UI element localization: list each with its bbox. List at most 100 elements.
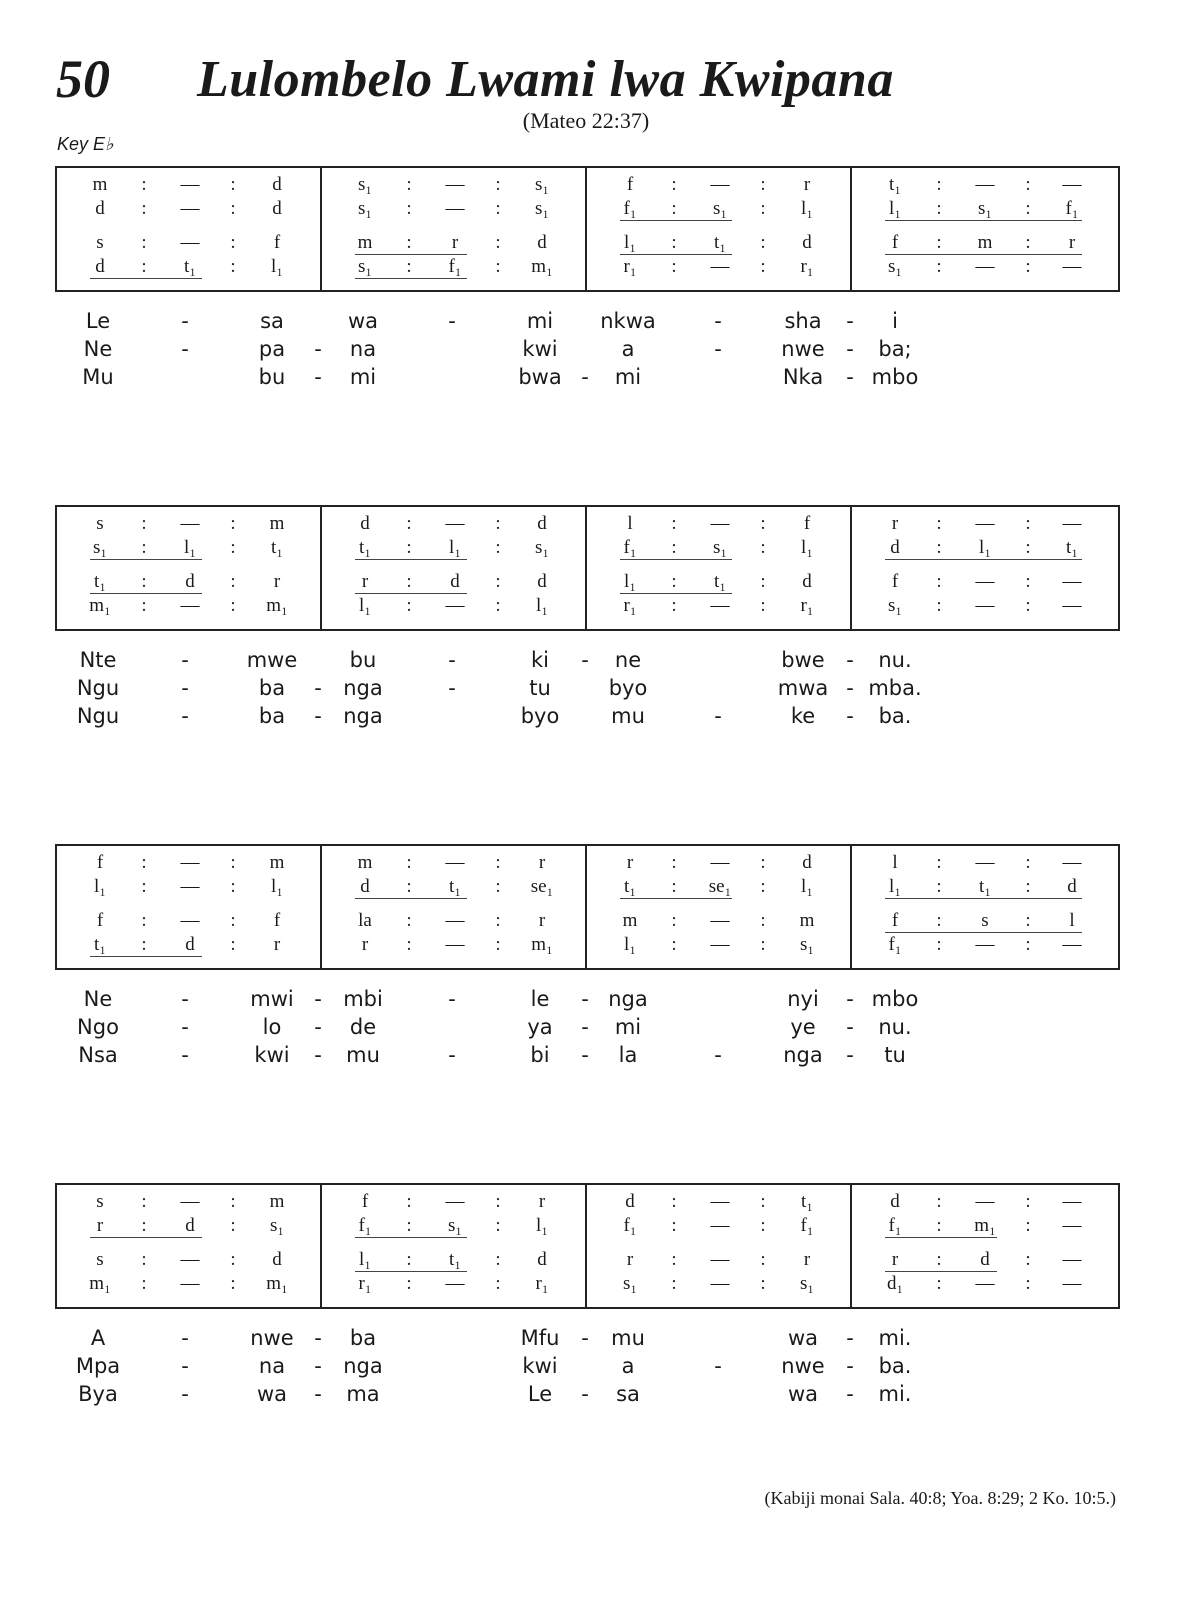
beat-separator: : [1025, 934, 1031, 955]
slur-underline [885, 254, 1082, 255]
note: t₁ [714, 232, 726, 253]
lyric-syllable: ye [790, 1015, 816, 1039]
voice-row: f s l:: [852, 910, 1117, 933]
voice-row: d — t₁:: [587, 1191, 852, 1213]
lyric-syllable: ba; [878, 337, 912, 361]
note: f [273, 232, 281, 253]
beat-separator: : [495, 571, 501, 592]
measure: s — m:: s₁ l₁ t₁:: t₁ d r:: m₁ — m₁:: [57, 507, 322, 629]
voice-row: r d d:: [322, 571, 587, 594]
beat-separator: : [230, 198, 236, 219]
syllable-hyphen: - [181, 648, 189, 672]
note: — [710, 1249, 730, 1270]
note: r [538, 1191, 546, 1212]
lyric-syllable: wa [787, 1326, 819, 1350]
beat-separator: : [1025, 232, 1031, 253]
voice-row: r — d:: [587, 852, 852, 874]
lyric-syllable: lo [262, 1015, 282, 1039]
note: s₁ [357, 174, 373, 195]
syllable-hyphen: - [846, 676, 854, 700]
syllable-hyphen: - [181, 704, 189, 728]
note: s₁ [534, 174, 550, 195]
syllable-hyphen: - [448, 309, 456, 333]
music-system: f — m:: l₁ — l₁:: f — f:: t₁ d r:: m — r:: d t₁ se₁:: la — r… [55, 844, 1120, 970]
beat-separator: : [671, 571, 677, 592]
voice-row: m₁ — m₁:: [57, 1273, 322, 1295]
note: l₁ [801, 537, 813, 558]
voice-row: m r d:: [322, 232, 587, 255]
voice-row: s₁ — s₁:: [322, 198, 587, 220]
slur-underline [620, 593, 732, 594]
note: — [1062, 852, 1082, 873]
slur-underline [885, 220, 1082, 221]
note: r₁ [535, 1273, 549, 1294]
note: t₁ [889, 174, 901, 195]
beat-separator: : [141, 174, 147, 195]
syllable-hyphen: - [314, 676, 322, 700]
beat-separator: : [760, 571, 766, 592]
note: d [450, 571, 460, 592]
note: r [361, 571, 369, 592]
voice-row: r — —:: [852, 513, 1117, 535]
note: d [537, 571, 547, 592]
voice-row: s₁ — s₁:: [322, 174, 587, 196]
slur-underline [355, 593, 467, 594]
syllable-hyphen: - [314, 1382, 322, 1406]
voice-row: r₁ — r₁:: [587, 256, 852, 278]
syllable-hyphen: - [581, 648, 589, 672]
lyric-syllable: byo [608, 676, 648, 700]
beat-separator: : [495, 232, 501, 253]
lyric-syllable: ki [531, 648, 549, 672]
beat-separator: : [141, 876, 147, 897]
voice-row: d — —:: [852, 1191, 1117, 1213]
voice-row: s — d:: [57, 1249, 322, 1271]
note: d [802, 571, 812, 592]
note: s₁ [269, 1215, 285, 1236]
syllable-hyphen: - [846, 1354, 854, 1378]
note: t₁ [359, 537, 371, 558]
beat-separator: : [936, 198, 942, 219]
note: d [360, 876, 370, 897]
lyric-syllable: bwe [781, 648, 825, 672]
beat-separator: : [141, 1191, 147, 1212]
note: l₁ [624, 571, 636, 592]
note: — [445, 934, 465, 955]
lyric-syllable: i [892, 309, 898, 333]
voice-row: s — f:: [57, 232, 322, 254]
note: f₁ [800, 1215, 814, 1236]
lyric-syllable: nwe [250, 1326, 294, 1350]
syllable-hyphen: - [846, 648, 854, 672]
note: t₁ [271, 537, 283, 558]
note: — [445, 198, 465, 219]
beat-separator: : [760, 876, 766, 897]
beat-separator: : [936, 876, 942, 897]
note: — [710, 1191, 730, 1212]
voice-row: t₁ — —:: [852, 174, 1117, 196]
note: s₁ [534, 537, 550, 558]
syllable-hyphen: - [181, 676, 189, 700]
beat-separator: : [230, 1249, 236, 1270]
note: f [891, 232, 899, 253]
measure: s — m:: r d s₁:: s — d:: m₁ — m₁:: [57, 1185, 322, 1307]
slur-underline [885, 898, 1082, 899]
note: d [1067, 876, 1077, 897]
beat-separator: : [936, 852, 942, 873]
voice-row: r d —:: [852, 1249, 1117, 1272]
note: — [1062, 256, 1082, 277]
slur-underline [355, 254, 467, 255]
note: f₁ [448, 256, 462, 277]
slur-underline [90, 278, 202, 279]
lyric-syllable: tu [884, 1043, 906, 1067]
beat-separator: : [1025, 876, 1031, 897]
beat-separator: : [760, 1191, 766, 1212]
beat-separator: : [936, 934, 942, 955]
beat-separator: : [141, 232, 147, 253]
note: l₁ [271, 256, 283, 277]
voice-row: f — r:: [322, 1191, 587, 1213]
note: — [975, 1273, 995, 1294]
note: — [975, 1191, 995, 1212]
voice-row: f₁ s₁ l₁:: [587, 198, 852, 221]
music-system: s — m:: s₁ l₁ t₁:: t₁ d r:: m₁ — m₁:: d — d:: t₁ l₁ s₁:: r… [55, 505, 1120, 631]
slur-underline [885, 559, 1082, 560]
beat-separator: : [495, 910, 501, 931]
